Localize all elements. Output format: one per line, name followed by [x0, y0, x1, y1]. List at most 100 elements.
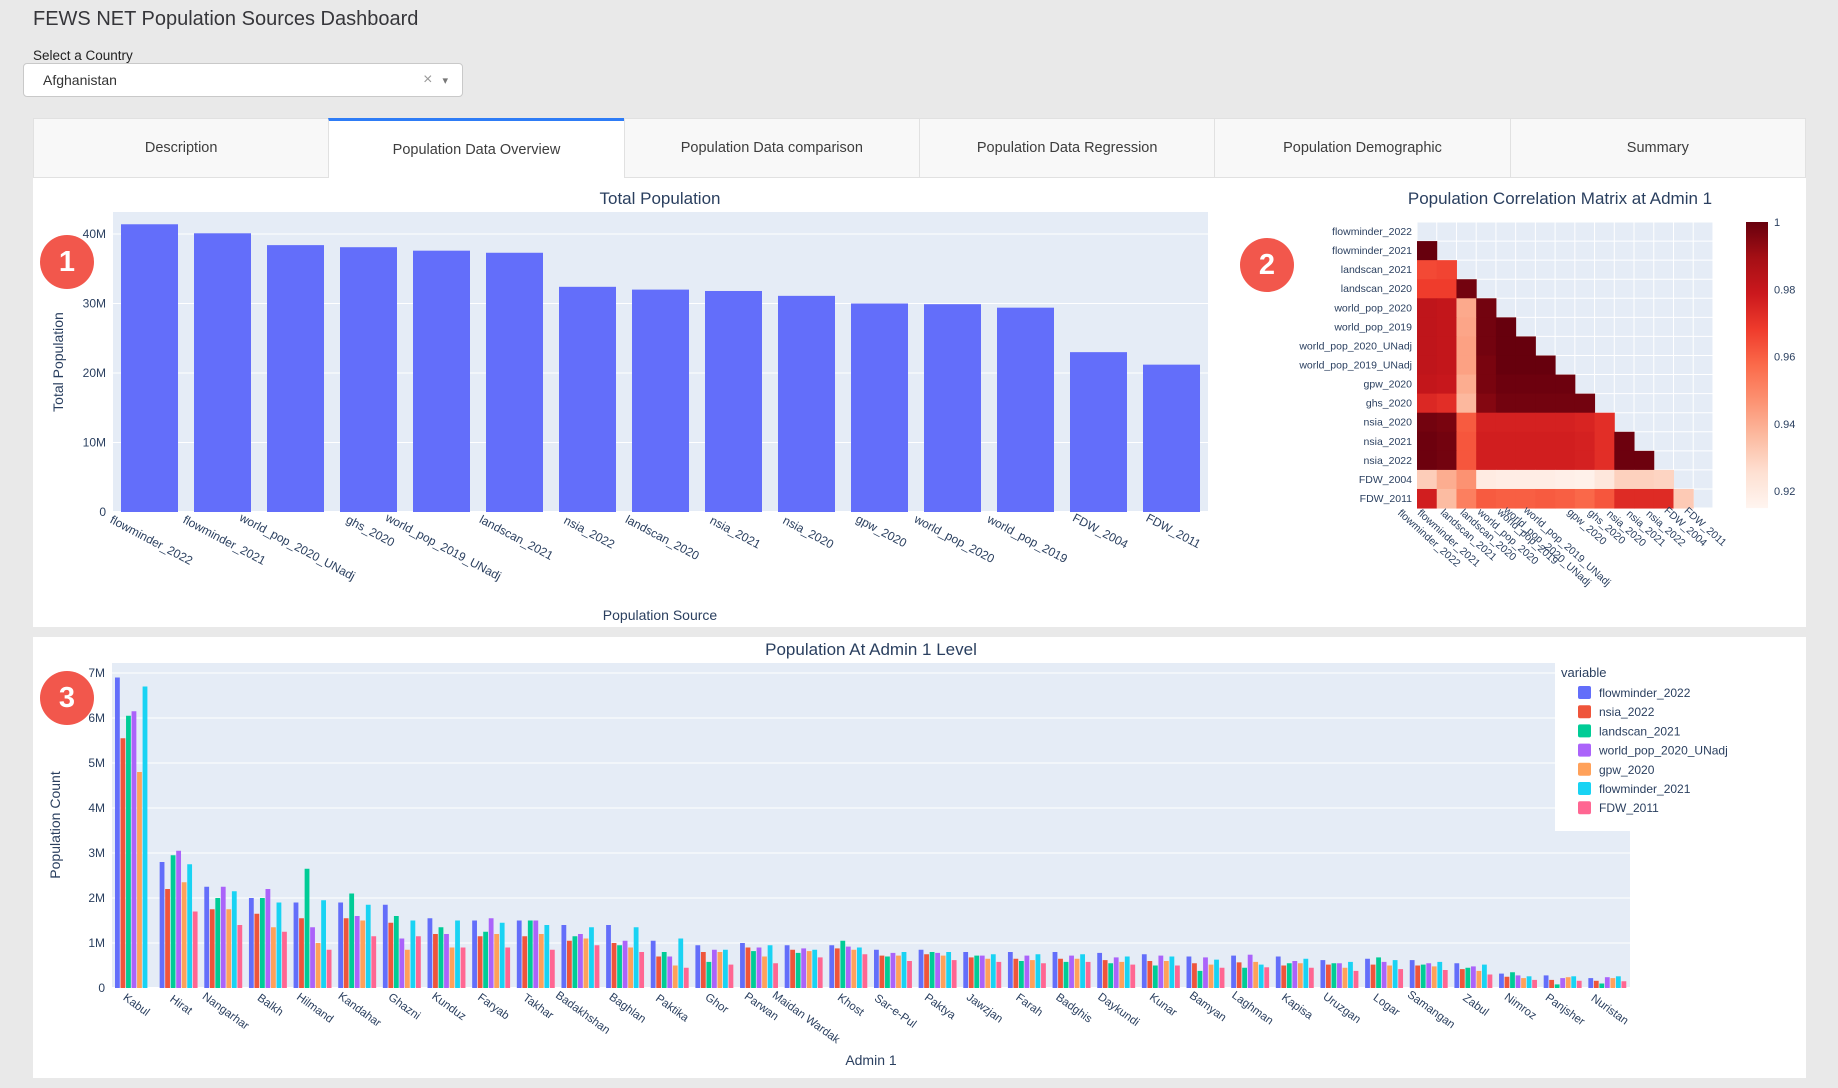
heatmap-cell[interactable]: [1456, 469, 1477, 490]
heatmap-cell[interactable]: [1495, 431, 1517, 452]
bar[interactable]: [293, 902, 299, 989]
bar[interactable]: [1130, 964, 1136, 988]
bar[interactable]: [1342, 967, 1348, 988]
bar[interactable]: [1013, 958, 1019, 988]
heatmap-cell[interactable]: [1456, 450, 1477, 471]
bar[interactable]: [1186, 956, 1192, 989]
bar[interactable]: [639, 952, 645, 988]
bar[interactable]: [756, 947, 762, 989]
heatmap-cell[interactable]: [1574, 431, 1596, 452]
bar[interactable]: [778, 295, 835, 512]
bar[interactable]: [1442, 970, 1448, 988]
bar[interactable]: [488, 918, 494, 988]
bar[interactable]: [896, 955, 901, 988]
heatmap-cell[interactable]: [1417, 336, 1438, 356]
bar[interactable]: [131, 711, 137, 988]
bar[interactable]: [1292, 961, 1298, 988]
total-population-chart[interactable]: Total Population 0 10M 20M 30M 40M flowminder_…: [33, 178, 1213, 627]
bar[interactable]: [812, 949, 818, 988]
bars[interactable]: [121, 224, 1200, 512]
bar[interactable]: [1030, 960, 1035, 988]
bar[interactable]: [767, 945, 773, 988]
bar[interactable]: [1381, 961, 1387, 988]
bar[interactable]: [1510, 972, 1515, 988]
bar[interactable]: [142, 686, 148, 989]
heatmap-cell[interactable]: [1417, 469, 1438, 490]
bar[interactable]: [1320, 960, 1326, 988]
heatmap-cell[interactable]: [1594, 469, 1615, 490]
heatmap-cell[interactable]: [1417, 298, 1438, 318]
bar[interactable]: [790, 949, 796, 988]
heatmap-cell[interactable]: [1515, 374, 1536, 395]
bar[interactable]: [533, 920, 539, 989]
heatmap-cell[interactable]: [1436, 488, 1457, 509]
bar[interactable]: [204, 886, 210, 988]
heatmap-cell[interactable]: [1594, 431, 1615, 452]
heatmap-cell[interactable]: [1515, 431, 1536, 452]
bars[interactable]: [115, 677, 1627, 989]
clear-icon[interactable]: ×: [423, 71, 433, 88]
bar[interactable]: [918, 949, 924, 988]
heatmap-cell[interactable]: [1515, 412, 1536, 433]
bar[interactable]: [1348, 961, 1353, 988]
bar[interactable]: [1108, 963, 1114, 988]
bar[interactable]: [1085, 961, 1091, 988]
bar[interactable]: [486, 252, 543, 512]
bar[interactable]: [963, 952, 969, 988]
bar[interactable]: [427, 918, 433, 988]
heatmap-cell[interactable]: [1417, 450, 1438, 471]
bar[interactable]: [606, 925, 611, 988]
bar[interactable]: [1175, 965, 1180, 989]
heatmap-cell[interactable]: [1634, 488, 1655, 509]
heatmap-cell[interactable]: [1476, 469, 1497, 490]
bar[interactable]: [276, 902, 282, 989]
bar[interactable]: [1147, 961, 1153, 988]
heatmap-cell[interactable]: [1614, 469, 1635, 490]
heatmap-cell[interactable]: [1417, 393, 1438, 414]
bar[interactable]: [656, 956, 662, 989]
heatmap-cell[interactable]: [1436, 336, 1457, 356]
legend-label[interactable]: gpw_2020: [1599, 763, 1655, 777]
bar[interactable]: [851, 303, 908, 513]
heatmap-cell[interactable]: [1495, 469, 1517, 490]
bar[interactable]: [170, 855, 176, 988]
bar[interactable]: [650, 940, 656, 988]
bar[interactable]: [874, 949, 879, 988]
bar[interactable]: [801, 948, 807, 988]
bar[interactable]: [120, 738, 126, 988]
bar[interactable]: [935, 952, 941, 988]
heatmap-cell[interactable]: [1594, 450, 1615, 471]
bar[interactable]: [340, 247, 397, 512]
bar[interactable]: [974, 955, 980, 988]
heatmap-cell[interactable]: [1495, 450, 1517, 471]
bar[interactable]: [611, 943, 617, 988]
bar[interactable]: [924, 954, 929, 988]
bar[interactable]: [237, 925, 243, 988]
heatmap-cell[interactable]: [1456, 336, 1477, 356]
bar[interactable]: [1465, 967, 1471, 988]
bar[interactable]: [1437, 961, 1443, 988]
heatmap-cell[interactable]: [1476, 374, 1497, 395]
bar[interactable]: [628, 947, 633, 989]
bar[interactable]: [762, 956, 767, 989]
heatmap-cell[interactable]: [1535, 488, 1556, 509]
legend-label[interactable]: FDW_2011: [1599, 801, 1659, 815]
heatmap-cell[interactable]: [1417, 355, 1438, 376]
bar[interactable]: [126, 715, 131, 988]
bar[interactable]: [404, 949, 410, 988]
bar[interactable]: [946, 952, 952, 988]
bar[interactable]: [829, 945, 835, 988]
bar[interactable]: [1143, 364, 1200, 512]
heatmap-cell[interactable]: [1456, 412, 1477, 433]
heatmap-cell[interactable]: [1614, 431, 1635, 452]
bar[interactable]: [382, 904, 388, 988]
bar[interactable]: [1141, 954, 1147, 988]
bar[interactable]: [773, 963, 778, 988]
bar[interactable]: [711, 949, 717, 988]
bar[interactable]: [1499, 973, 1504, 988]
bar[interactable]: [1398, 969, 1404, 988]
heatmap-cell[interactable]: [1417, 279, 1438, 299]
bar[interactable]: [1593, 980, 1599, 988]
bar[interactable]: [159, 862, 165, 988]
bar[interactable]: [1599, 983, 1605, 989]
